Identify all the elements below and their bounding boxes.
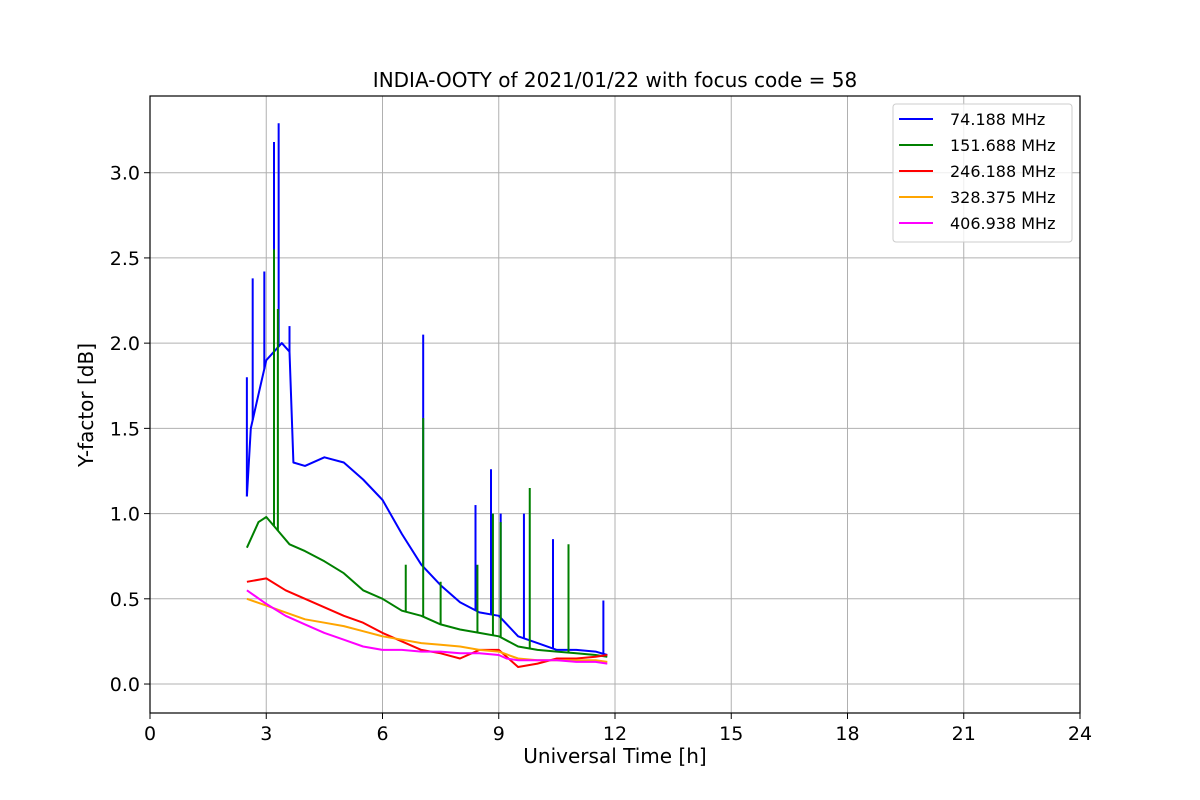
legend-label: 328.375 MHz [950,188,1055,207]
legend-label: 74.188 MHz [950,110,1045,129]
series-line-4 [246,589,608,665]
y-tick-label: 2.0 [110,333,140,355]
tick-layer: 0 3 6 9 12 15 18 21 24 0.0 0.5 1.0 1.5 2.0 2.5 3.0 [110,163,1092,745]
x-tick-label: 0 [144,723,156,745]
chart-title: INDIA-OOTY of 2021/01/22 with focus code… [373,68,857,92]
y-tick-label: 3.0 [110,163,140,185]
y-tick-label: 2.5 [110,248,140,270]
legend-label: 246.188 MHz [950,162,1055,181]
x-tick-label: 21 [952,723,976,745]
x-tick-label: 9 [493,723,505,745]
y-tick-label: 0.5 [110,589,140,611]
x-tick-label: 18 [835,723,859,745]
x-tick-label: 15 [719,723,743,745]
y-axis-label: Y-factor [dB] [74,343,98,468]
y-tick-label: 0.0 [110,674,140,696]
y-tick-label: 1.0 [110,504,140,526]
x-tick-label: 12 [603,723,627,745]
series-line-1 [245,516,608,658]
legend-label: 151.688 MHz [950,136,1055,155]
y-tick-label: 1.5 [110,418,140,440]
x-axis-label: Universal Time [h] [523,744,706,768]
x-tick-label: 3 [260,723,272,745]
series-layer [245,123,608,668]
x-tick-label: 24 [1068,723,1092,745]
legend-label: 406.938 MHz [950,214,1055,233]
x-tick-label: 6 [376,723,388,745]
legend-box [892,103,1073,243]
legend: 74.188 MHz 151.688 MHz 246.188 MHz 328.375 … [892,103,1073,243]
